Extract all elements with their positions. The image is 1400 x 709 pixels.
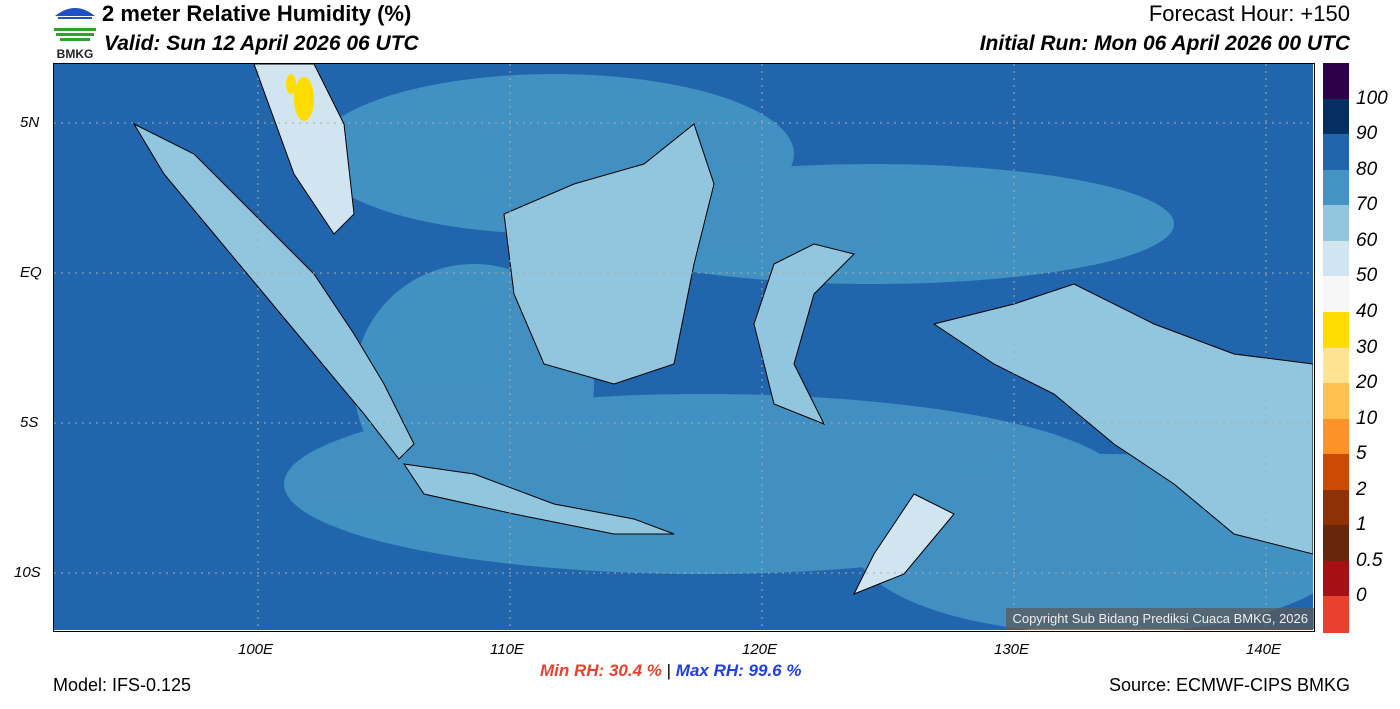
colorbar-label: 100 — [1356, 87, 1388, 109]
colorbar-label: 80 — [1356, 158, 1378, 180]
lon-label: 140E — [1246, 641, 1282, 658]
max-rh-label: Max RH: — [675, 661, 744, 680]
colorbar-swatch — [1323, 596, 1349, 633]
svg-text:BMKG: BMKG — [57, 47, 94, 60]
lon-label: 100E — [238, 641, 274, 658]
colorbar-swatch — [1323, 383, 1349, 420]
lon-label: 130E — [994, 641, 1030, 658]
model-label: Model: IFS-0.125 — [53, 675, 192, 695]
colorbar-swatch — [1323, 347, 1349, 384]
initial-run: Initial Run: Mon 06 April 2026 00 UTC — [979, 32, 1350, 55]
colorbar-label: 30 — [1356, 336, 1378, 358]
colorbar-swatch — [1323, 63, 1349, 100]
min-rh-label: Min RH: — [540, 661, 605, 680]
colorbar-label: 0.5 — [1356, 549, 1383, 571]
colorbar-label: 50 — [1356, 265, 1378, 287]
colorbar-label: 90 — [1356, 123, 1378, 145]
colorbar-label: 2 — [1356, 478, 1367, 500]
map-title: 2 meter Relative Humidity (%) — [102, 1, 412, 26]
lat-label: 5N — [20, 114, 40, 131]
colorbar-swatch — [1323, 454, 1349, 491]
colorbar-swatch — [1323, 134, 1349, 171]
copyright-notice: Copyright Sub Bidang Prediksi Cuaca BMKG… — [1006, 608, 1314, 629]
bmkg-logo: BMKG — [50, 2, 100, 61]
colorbar-swatch — [1323, 205, 1349, 242]
colorbar-swatch — [1323, 560, 1349, 597]
colorbar — [1323, 63, 1349, 633]
max-rh-value: 99.6 % — [748, 661, 802, 680]
colorbar-label: 0 — [1356, 585, 1367, 607]
lat-label: 5S — [20, 414, 39, 431]
forecast-hour: Forecast Hour: +150 — [1148, 1, 1350, 26]
humidity-map: Copyright Sub Bidang Prediksi Cuaca BMKG… — [53, 63, 1315, 632]
valid-time: Valid: Sun 12 April 2026 06 UTC — [104, 32, 419, 55]
colorbar-swatch — [1323, 276, 1349, 313]
lon-label: 120E — [742, 641, 778, 658]
colorbar-swatch — [1323, 98, 1349, 135]
lat-label: EQ — [20, 264, 42, 281]
lat-label: 10S — [14, 564, 41, 581]
colorbar-label: 10 — [1356, 407, 1378, 429]
rh-stats: Min RH: 30.4 % | Max RH: 99.6 % — [540, 661, 801, 680]
lon-label: 110E — [490, 641, 524, 658]
colorbar-swatch — [1323, 418, 1349, 455]
separator: | — [666, 661, 672, 680]
colorbar-swatch — [1323, 240, 1349, 277]
colorbar-swatch — [1323, 489, 1349, 526]
colorbar-swatch — [1323, 169, 1349, 206]
colorbar-swatch — [1323, 525, 1349, 562]
colorbar-label: 40 — [1356, 300, 1378, 322]
colorbar-label: 1 — [1356, 514, 1367, 536]
source-label: Source: ECMWF-CIPS BMKG — [1108, 675, 1350, 695]
colorbar-swatch — [1323, 311, 1349, 348]
colorbar-label: 70 — [1356, 194, 1378, 216]
colorbar-label: 20 — [1356, 372, 1378, 394]
colorbar-label: 5 — [1356, 443, 1367, 465]
min-rh-value: 30.4 % — [608, 661, 662, 680]
colorbar-label: 60 — [1356, 229, 1378, 251]
